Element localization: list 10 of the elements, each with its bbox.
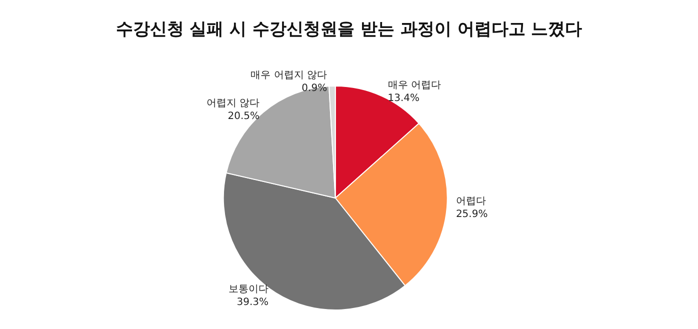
data-label: 39.3% (236, 297, 269, 308)
slice-label: 어렵다 (456, 196, 486, 207)
slice-label: 매우 어렵다 (388, 80, 441, 92)
slice-label: 매우 어렵지 않다 (250, 70, 328, 82)
data-label: 13.4% (388, 93, 420, 104)
chart-title: 수강신청 실패 시 수강신청원을 받는 과정이 어렵다고 느꼈다 (116, 20, 582, 40)
data-label: 25.9% (456, 208, 488, 220)
data-label: 20.5% (228, 111, 260, 122)
slice-label: 어렵지 않다 (206, 98, 260, 110)
slice-label: 보통이다 (228, 284, 269, 296)
